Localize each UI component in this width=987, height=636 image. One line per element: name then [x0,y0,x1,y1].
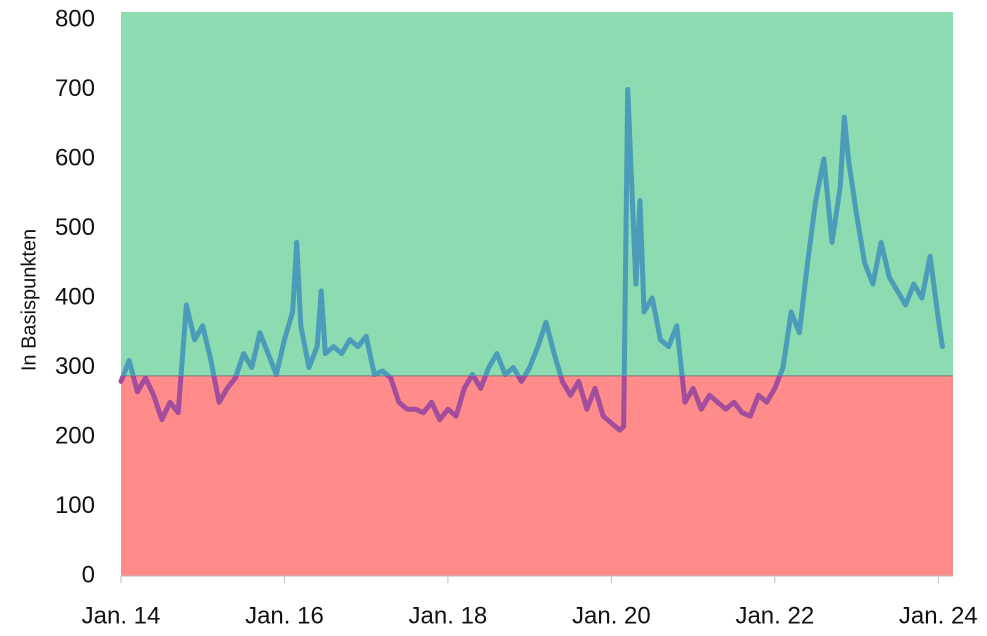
y-tick-label: 600 [55,144,95,171]
y-tick-label: 100 [55,492,95,519]
below-band [121,375,953,576]
y-axis-label: In Basispunkten [18,229,40,371]
y-tick-label: 300 [55,353,95,380]
y-tick-label: 0 [82,561,95,588]
x-tick-label: Jan. 24 [899,602,978,629]
y-tick-label: 200 [55,422,95,449]
y-tick-label: 800 [55,5,95,32]
series-line-above [120,87,945,376]
y-tick-label: 700 [55,75,95,102]
y-tick-label: 500 [55,214,95,241]
x-tick-label: Jan. 22 [735,602,814,629]
y-tick-label: 400 [55,283,95,310]
above-band [121,12,953,376]
x-tick-label: Jan. 14 [82,602,161,629]
x-tick-label: Jan. 16 [245,602,324,629]
x-tick-label: Jan. 18 [409,602,488,629]
x-tick-label: Jan. 20 [572,602,651,629]
